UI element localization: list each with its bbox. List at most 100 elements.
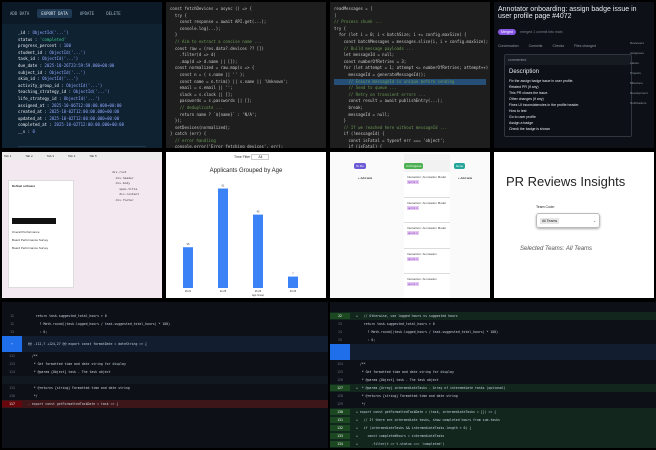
diff-line	[330, 344, 656, 360]
line-number: 134	[330, 440, 350, 448]
line-code: * Get formatted time and date string for…	[28, 361, 126, 366]
bar	[288, 276, 298, 288]
toolbar-button[interactable]: EXPORT DATA	[37, 8, 72, 18]
line-number: ⋯	[2, 336, 22, 352]
field-value: ObjectId('...')	[32, 30, 69, 35]
toolbar-button[interactable]: UPDATE	[79, 10, 95, 16]
line-number: 114	[9, 369, 15, 374]
code-line: // Build message payloads ...	[334, 45, 414, 51]
field-key: completed_at	[18, 122, 47, 128]
sprint-tag: sprint 1	[407, 180, 419, 184]
card-title: Interaction: Annotation	[407, 277, 437, 281]
description-heading: Description	[509, 69, 540, 75]
line-code: /**	[356, 361, 366, 366]
browser-tab[interactable]: Tab 4	[68, 154, 76, 158]
line-number: 24	[338, 329, 342, 334]
chevron-down-icon[interactable]: ⌄	[593, 218, 596, 223]
sidebar-section: Milestone	[630, 81, 643, 85]
sidebar-section: Projects	[630, 71, 641, 75]
line-number	[330, 344, 350, 360]
line-number: 12	[10, 313, 14, 318]
description-text: Fix the assign badge issue in user profi…	[509, 79, 574, 83]
diff-line: 22 + // Otherwise, use logged hours vs su…	[330, 312, 656, 320]
card-title: + Add task	[458, 176, 473, 180]
diff-line: 124 /**	[330, 360, 656, 368]
field-key: teaching_strategy_id	[18, 89, 67, 95]
browser-tab[interactable]: Tab 2	[25, 154, 33, 158]
description-text: Assign a badge	[509, 121, 534, 125]
tab-checks[interactable]: Checks	[552, 44, 565, 48]
code-line: let messageId = null;	[334, 52, 395, 58]
tab-conversation[interactable]: Conversation	[498, 44, 519, 48]
line-number: 116	[9, 393, 15, 398]
code-line: passwords = s.passwords || [];	[170, 98, 252, 104]
code-line: }	[334, 118, 347, 124]
document-field: progress_percent : 100	[18, 43, 71, 49]
pr-title: Annotator onboarding: assign badge issue…	[498, 6, 637, 20]
code-editor-2[interactable]: readMessages = []// Process chunk ... try…	[330, 2, 490, 148]
line-code: + const completedHours = intermediateTas…	[356, 433, 445, 438]
task-card[interactable]: Interaction: Annotation Model sprint 1	[404, 197, 450, 223]
line-number: 112	[9, 353, 15, 358]
task-card[interactable]: + Add task	[454, 172, 490, 184]
field-key: life_strategy_id	[18, 95, 57, 101]
code-line: const response = await API.get(...);	[170, 19, 267, 25]
code-line: messageId = generateMessageId();	[334, 71, 426, 77]
page-title: PR Reviews Insights	[506, 174, 626, 189]
field-value: 100	[63, 43, 71, 49]
kanban-board: To Do + Add task In Progress Interaction: A…	[330, 152, 490, 298]
document-field: due_date : 2025-10-26T23:59:59.000+00:00	[18, 62, 115, 68]
browser-tab[interactable]: Tab 3	[46, 154, 55, 158]
task-card[interactable]: Interaction: Annotation sprint 1	[404, 274, 450, 298]
diff-line: 132 + if (intermediateTasks && intermedia…	[330, 424, 656, 432]
panel-item: Overall Performance	[12, 230, 40, 234]
line-number: 131	[330, 416, 350, 424]
divider	[18, 145, 146, 147]
browser-tab[interactable]: Tab 1	[4, 154, 12, 158]
toolbar: ADD DATA EXPORT DATA UPDATE DELETE	[2, 2, 162, 24]
document-field: subject_id : ObjectId('...')	[18, 69, 86, 75]
filter-select[interactable]: All	[251, 154, 270, 160]
browser-tab[interactable]: Tab 5	[89, 154, 97, 158]
field-value: ObjectId('...')	[73, 89, 110, 95]
task-card[interactable]: Interaction: Annotation Model sprint 1	[404, 223, 450, 249]
tab-commits[interactable]: Commits	[528, 44, 543, 48]
line-code: * @param {Object} task - The task object	[356, 377, 439, 382]
line-code: ? Math.round((task.logged_hours / task.s…	[28, 321, 171, 326]
diff-line: 116 */	[2, 392, 328, 400]
code-line: const name = n.trim() || s.name || 'Unkn…	[170, 78, 289, 84]
team-chip[interactable]: All Teams	[540, 217, 560, 224]
code-line: // If we reached here without messageId …	[334, 124, 448, 130]
team-code-select[interactable]: All Teams ⌄	[536, 213, 600, 228]
card-title: Interaction: Annotation	[407, 251, 437, 256]
tab-files-changed[interactable]: Files changed	[574, 44, 596, 48]
field-key: _id	[18, 30, 26, 35]
line-code: * @param {Object} task - The task object	[28, 369, 111, 374]
card-title: + Add task	[358, 176, 373, 180]
task-card[interactable]: Interaction: Annotation Model sprint 1	[404, 172, 450, 198]
code-editor-1[interactable]: const fetchDevices = async () => { try {…	[166, 2, 326, 148]
diff-line: 131 + // If there are intermediate tasks,…	[330, 416, 656, 424]
pr-meta: merged 1 commit into main	[520, 30, 563, 34]
field-value: 2025-10-02T12:00:00.000+00:00	[54, 122, 124, 128]
field-key: status	[18, 36, 33, 42]
code-line: } catch (err) {	[170, 131, 207, 137]
line-number: 115	[9, 385, 15, 390]
diff-line: 117 - export const getFormattedTaskDate =…	[2, 400, 328, 408]
document-field: assigned_at : 2025-10-06T12:00:00.000+00…	[18, 102, 122, 108]
task-card[interactable]: + Add task	[354, 172, 400, 184]
code-line: // error handling	[170, 137, 216, 143]
toolbar-button[interactable]: ADD DATA	[10, 10, 30, 16]
dom-node: div.root	[112, 170, 127, 174]
description-text: Go to user profile	[509, 115, 536, 119]
field-value: ObjectId('...')	[63, 95, 100, 101]
code-line: const normalized = raw.map(s => {	[170, 65, 255, 71]
diff-line: 127 + * @param {Array} intermediateTasks …	[330, 384, 656, 392]
data-label: 7	[292, 273, 294, 276]
task-card[interactable]: Interaction: Annotation sprint 1	[404, 248, 450, 274]
toolbar-button[interactable]: DELETE	[106, 10, 121, 16]
diff-line: 112 /**	[2, 352, 328, 360]
code-line: email = s.email || '';	[170, 85, 233, 91]
database-viewer: ADD DATA EXPORT DATA UPDATE DELETE _id : Ob…	[2, 2, 162, 148]
x-tick-label: 22-25	[220, 290, 227, 293]
